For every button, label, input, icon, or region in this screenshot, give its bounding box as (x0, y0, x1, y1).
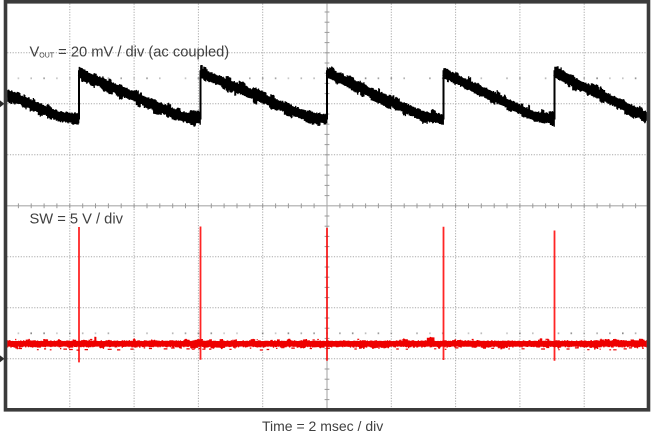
svg-text:VOUT = 20 mV / div (ac coupled: VOUT = 20 mV / div (ac coupled) (30, 44, 230, 60)
svg-text:Time = 2 msec / div: Time = 2 msec / div (262, 418, 383, 433)
svg-text:SW = 5 V / div: SW = 5 V / div (30, 212, 124, 228)
